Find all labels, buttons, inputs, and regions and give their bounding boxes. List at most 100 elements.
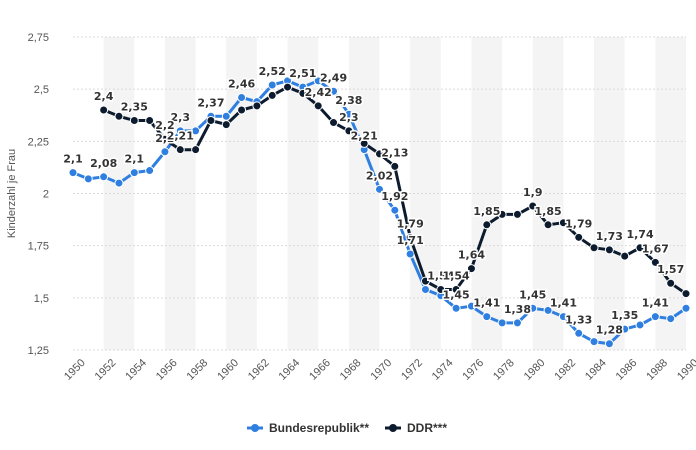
data-point[interactable]: [543, 220, 553, 230]
data-point[interactable]: [129, 168, 139, 178]
data-point[interactable]: [528, 303, 538, 313]
data-point[interactable]: [620, 251, 630, 261]
data-point[interactable]: [191, 145, 201, 155]
data-point[interactable]: [574, 328, 584, 338]
data-point[interactable]: [620, 324, 630, 334]
data-point[interactable]: [650, 312, 660, 322]
data-point[interactable]: [145, 166, 155, 176]
data-point[interactable]: [604, 339, 614, 349]
legend-item-bundesrepublik[interactable]: Bundesrepublik**: [247, 421, 369, 435]
data-point[interactable]: [451, 284, 461, 294]
data-point[interactable]: [482, 220, 492, 230]
data-point[interactable]: [405, 249, 415, 259]
data-point[interactable]: [206, 115, 216, 125]
y-tick-label: 2: [43, 189, 49, 201]
data-point[interactable]: [681, 289, 691, 299]
data-point[interactable]: [666, 314, 676, 324]
legend-marker: [389, 424, 397, 432]
data-point[interactable]: [420, 276, 430, 286]
data-point[interactable]: [99, 105, 109, 115]
data-point[interactable]: [451, 303, 461, 313]
data-point[interactable]: [497, 209, 507, 219]
data-point[interactable]: [466, 301, 476, 311]
data-point[interactable]: [635, 320, 645, 330]
data-point[interactable]: [405, 232, 415, 242]
x-tick-label: 1970: [368, 357, 394, 383]
data-point[interactable]: [191, 126, 201, 136]
data-label: 2,2: [155, 132, 175, 145]
data-point[interactable]: [114, 111, 124, 121]
data-point[interactable]: [267, 90, 277, 100]
data-point[interactable]: [329, 118, 339, 128]
data-point[interactable]: [359, 138, 369, 148]
data-point[interactable]: [558, 312, 568, 322]
data-point[interactable]: [83, 174, 93, 184]
data-point[interactable]: [466, 264, 476, 274]
data-label: 2,3: [339, 111, 359, 124]
x-tick-label: 1984: [583, 357, 609, 383]
x-tick-label: 1972: [399, 357, 425, 383]
data-label: 1,85: [535, 205, 562, 218]
data-point[interactable]: [237, 93, 247, 103]
data-label: 2,1: [63, 153, 83, 166]
data-point[interactable]: [129, 115, 139, 125]
data-point[interactable]: [237, 105, 247, 115]
y-tick-label: 1,25: [28, 345, 49, 357]
data-point[interactable]: [375, 149, 384, 159]
data-point[interactable]: [666, 278, 676, 288]
data-point[interactable]: [175, 126, 185, 136]
data-label: 1,74: [626, 228, 653, 241]
y-tick-label: 1,5: [34, 293, 49, 305]
y-tick-label: 2,75: [28, 32, 49, 44]
data-point[interactable]: [650, 257, 660, 267]
data-point[interactable]: [390, 205, 400, 215]
series-ddr: [99, 82, 691, 299]
data-point[interactable]: [329, 86, 339, 96]
data-point[interactable]: [497, 318, 507, 328]
data-point[interactable]: [589, 337, 599, 347]
data-point[interactable]: [175, 145, 185, 155]
legend-marker: [251, 424, 259, 432]
data-point[interactable]: [390, 161, 400, 171]
data-point[interactable]: [528, 201, 538, 211]
data-point[interactable]: [221, 111, 231, 121]
data-point[interactable]: [681, 303, 691, 313]
data-point[interactable]: [543, 305, 553, 315]
data-point[interactable]: [512, 318, 522, 328]
data-point[interactable]: [574, 232, 584, 242]
data-point[interactable]: [313, 76, 323, 86]
data-point[interactable]: [267, 80, 277, 90]
data-point[interactable]: [99, 172, 109, 182]
data-point[interactable]: [298, 88, 308, 98]
data-point[interactable]: [160, 134, 170, 144]
data-point[interactable]: [252, 101, 262, 111]
data-label: 1,64: [458, 249, 485, 262]
x-tick-label: 1982: [552, 357, 578, 383]
legend-item-ddr[interactable]: DDR***: [385, 421, 447, 435]
data-point[interactable]: [344, 109, 354, 119]
data-point[interactable]: [145, 115, 155, 125]
data-point[interactable]: [344, 126, 354, 136]
data-label: 1,71: [397, 234, 424, 247]
legend[interactable]: Bundesrepublik** DDR***: [247, 421, 447, 435]
data-point[interactable]: [589, 243, 599, 253]
data-point[interactable]: [482, 312, 492, 322]
data-point[interactable]: [512, 209, 522, 219]
x-tick-label: 1976: [460, 357, 486, 383]
data-label: 2,35: [121, 100, 148, 113]
data-point[interactable]: [558, 218, 568, 228]
data-label: 1,54: [427, 269, 454, 282]
data-point[interactable]: [604, 245, 614, 255]
data-point[interactable]: [635, 243, 645, 253]
data-point[interactable]: [160, 147, 170, 157]
data-point[interactable]: [313, 101, 323, 111]
data-point[interactable]: [68, 168, 78, 178]
data-point[interactable]: [221, 120, 231, 130]
data-point[interactable]: [283, 82, 293, 92]
data-labels-layer: 2,1 2,08 2,12,22,32,372,462,52 2,51 2,492,38…: [62, 63, 686, 338]
data-point[interactable]: [420, 284, 430, 294]
data-point[interactable]: [114, 178, 124, 188]
data-point[interactable]: [375, 184, 384, 194]
data-point[interactable]: [436, 284, 446, 294]
